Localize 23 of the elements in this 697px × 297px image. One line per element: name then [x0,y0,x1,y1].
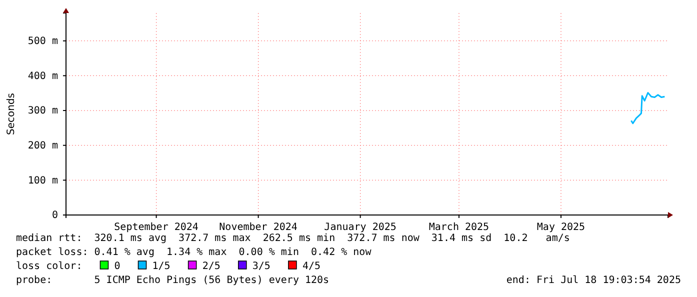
text: probe: 5 ICMP Echo Pings (56 Bytes) every 120s [16,275,330,286]
legend-label: 0 [114,261,120,272]
legend-label: 1/5 [152,261,170,272]
text: packet loss: 0.41 % avg 1.34 % max 0.00 % min 0.42 % now [16,247,372,258]
legend-label: 3/5 [252,261,270,272]
line-series [630,92,666,124]
y-axis-title: Seconds [6,92,17,136]
legend-title: loss color: [16,261,82,272]
x-tick-label: March 2025 [428,222,490,233]
y-tick-label: 100 m [28,175,58,186]
legend-label: 2/5 [202,261,220,272]
x-tick-label: November 2024 [219,222,298,233]
x-tick-label: May 2025 [536,222,586,233]
x-tick-label: September 2024 [114,222,198,233]
y-tick-label: 0 [52,210,58,222]
x-tick-label: January 2025 [324,222,396,233]
y-tick-label: 300 m [28,106,58,117]
y-tick-label: 500 m [28,36,58,48]
text: end: Fri Jul 18 19:03:54 2025 [506,275,681,286]
y-tick-label: 200 m [28,140,58,152]
legend-label: 4/5 [302,261,321,272]
y-tick-label: 400 m [28,70,58,82]
text: median rtt: 320.1 ms avg 372.7 ms max 262.5 ms min 372.7 ms now 31.4 ms sd 10.2 am/s [16,233,570,244]
